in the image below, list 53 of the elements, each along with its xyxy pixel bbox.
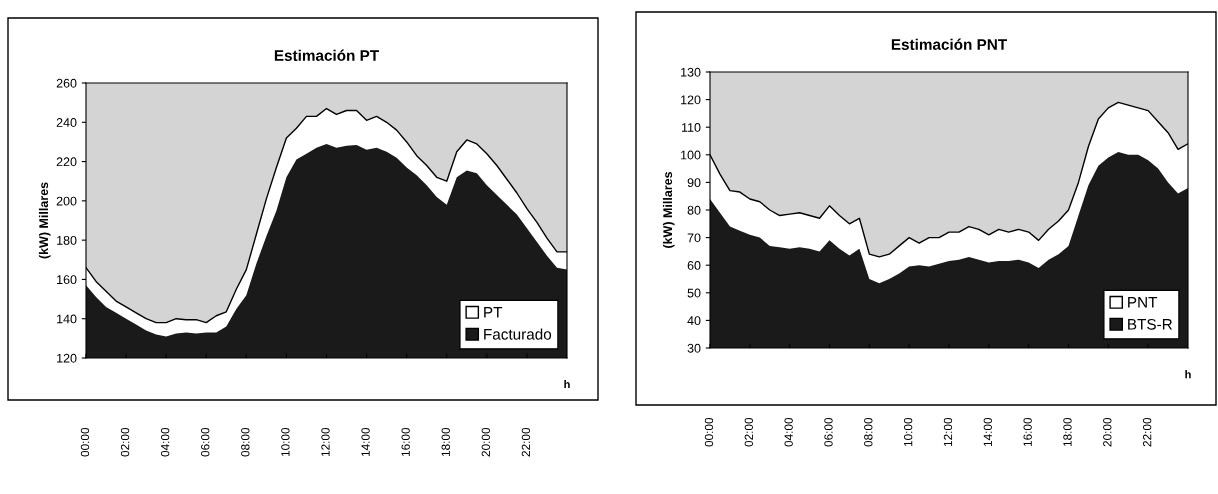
- y-tick-label: 200: [56, 196, 77, 206]
- y-tick-label: 50: [687, 288, 701, 298]
- x-tick-label: 04:00: [784, 417, 793, 447]
- x-tick-label: 10:00: [281, 427, 290, 457]
- series-label: BTS-R: [1128, 318, 1173, 330]
- x-axis-title: h: [1185, 370, 1191, 379]
- x-tick-label: 10:00: [903, 417, 913, 447]
- y-tick-label: 100: [681, 150, 701, 160]
- y-tick-label: 90: [687, 178, 701, 188]
- x-tick-label: 08:00: [864, 417, 873, 447]
- y-tick-label: 140: [57, 314, 77, 324]
- x-tick-label: 22:00: [1142, 417, 1152, 447]
- x-tick-label: 06:00: [201, 427, 210, 457]
- x-tick-label: 14:00: [983, 417, 992, 447]
- x-tick-label: 04:00: [160, 427, 170, 457]
- series-label: Facturado: [484, 328, 552, 340]
- x-tick-label: 20:00: [481, 427, 490, 457]
- x-tick-label: 14:00: [361, 427, 370, 457]
- y-tick-label: 110: [681, 123, 701, 132]
- x-tick-label: 16:00: [401, 427, 410, 457]
- x-tick-label: 20:00: [1103, 417, 1112, 447]
- y-tick-label: 180: [57, 235, 77, 245]
- chart-title: Estimación PT: [274, 49, 379, 61]
- x-tick-label: 08:00: [241, 427, 250, 457]
- y-tick-label: 60: [687, 261, 701, 270]
- y-tick-label: 30: [687, 343, 701, 353]
- y-tick-label: 130: [681, 67, 701, 77]
- y-tick-label: 160: [57, 275, 77, 285]
- x-tick-label: 12:00: [943, 417, 953, 447]
- y-tick-label: 120: [681, 95, 701, 105]
- y-tick-label: 240: [56, 118, 77, 127]
- x-axis-title: h: [564, 380, 570, 389]
- y-tick-label: 40: [687, 316, 701, 326]
- x-tick-label: 12:00: [321, 427, 330, 457]
- series-label: PT: [484, 307, 503, 318]
- y-tick-label: 70: [687, 233, 701, 243]
- x-tick-label: 00:00: [704, 417, 714, 447]
- x-tick-label: 18:00: [441, 427, 450, 457]
- chart-title: Estimación PNT: [891, 38, 1007, 50]
- x-tick-label: 06:00: [824, 417, 833, 447]
- y-tick-label: 80: [687, 205, 701, 215]
- x-tick-label: 02:00: [744, 417, 753, 447]
- y-axis-title: (kW) Millares: [662, 171, 675, 248]
- y-axis-title: (kW) Millares: [38, 182, 51, 259]
- y-tick-label: 120: [57, 353, 77, 363]
- x-tick-label: 18:00: [1063, 417, 1072, 447]
- y-tick-label: 220: [56, 157, 77, 167]
- x-tick-label: 02:00: [120, 427, 130, 457]
- y-tick-label: 260: [56, 78, 77, 88]
- x-tick-label: 00:00: [80, 427, 90, 457]
- x-tick-label: 22:00: [521, 427, 531, 457]
- x-tick-label: 16:00: [1023, 417, 1032, 447]
- series-label: PNT: [1128, 297, 1158, 308]
